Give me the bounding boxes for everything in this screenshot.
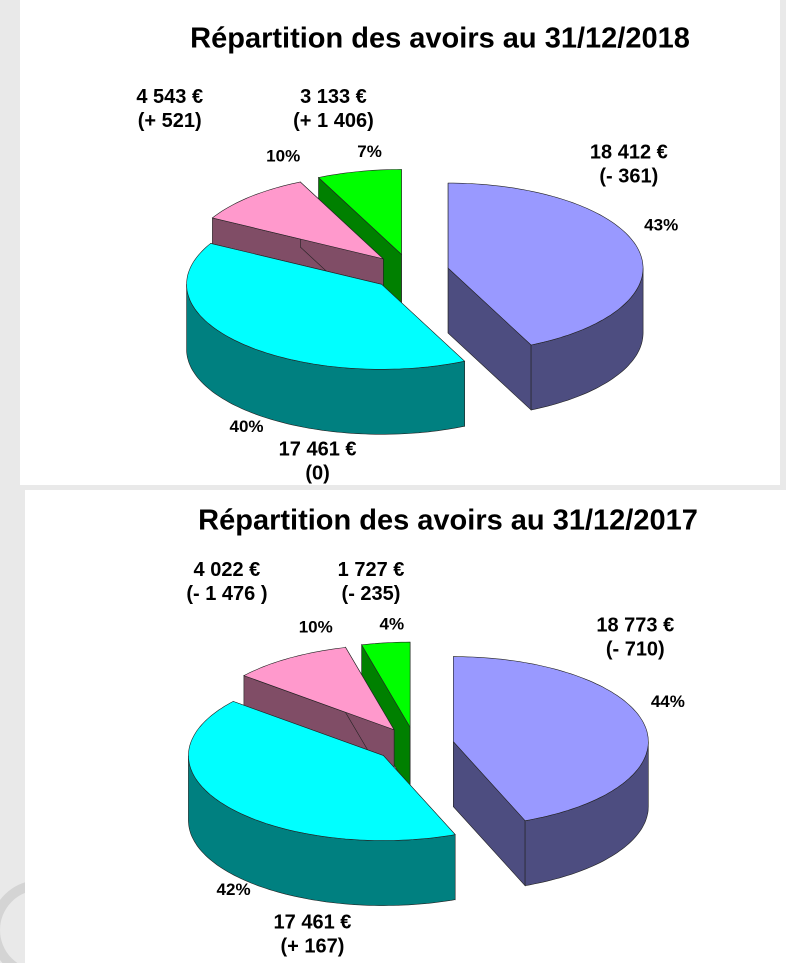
- amount-label: 4 543 €: [136, 86, 203, 108]
- percent-label: 42%: [217, 880, 251, 899]
- percent-label: 10%: [299, 617, 333, 636]
- chart-title: Répartition des avoirs au 31/12/2018: [190, 23, 690, 55]
- slice: [317, 169, 402, 256]
- slice: [186, 243, 466, 370]
- percent-label: 7%: [357, 142, 382, 161]
- percent-label: 40%: [230, 417, 264, 436]
- change-label: (- 361): [599, 165, 658, 187]
- slice: [211, 181, 385, 260]
- amount-label: 18 412 €: [590, 141, 668, 163]
- slice: [361, 641, 411, 729]
- percent-label: 4%: [379, 615, 404, 634]
- change-label: (- 235): [342, 583, 401, 605]
- amount-label: 18 773 €: [596, 614, 674, 636]
- amount-label: 1 727 €: [338, 559, 405, 581]
- change-label: (- 1 476 ): [186, 583, 267, 605]
- amount-label: 4 022 €: [194, 559, 261, 581]
- amount-label: 17 461 €: [279, 438, 357, 460]
- amount-label: 17 461 €: [274, 911, 352, 933]
- slice: [243, 647, 395, 731]
- change-label: (- 710): [606, 638, 665, 660]
- percent-label: 10%: [266, 146, 300, 165]
- change-label: (0): [305, 462, 329, 484]
- slice: [452, 656, 649, 822]
- chart-title: Répartition des avoirs au 31/12/2017: [198, 505, 698, 537]
- change-label: (+ 167): [280, 935, 344, 957]
- slice: [447, 182, 644, 346]
- amount-label: 3 133 €: [300, 86, 367, 108]
- change-label: (+ 521): [138, 110, 202, 132]
- change-label: (+ 1 406): [293, 110, 374, 132]
- percent-label: 43%: [644, 215, 678, 234]
- slice: [188, 701, 456, 841]
- percent-label: 44%: [651, 692, 685, 711]
